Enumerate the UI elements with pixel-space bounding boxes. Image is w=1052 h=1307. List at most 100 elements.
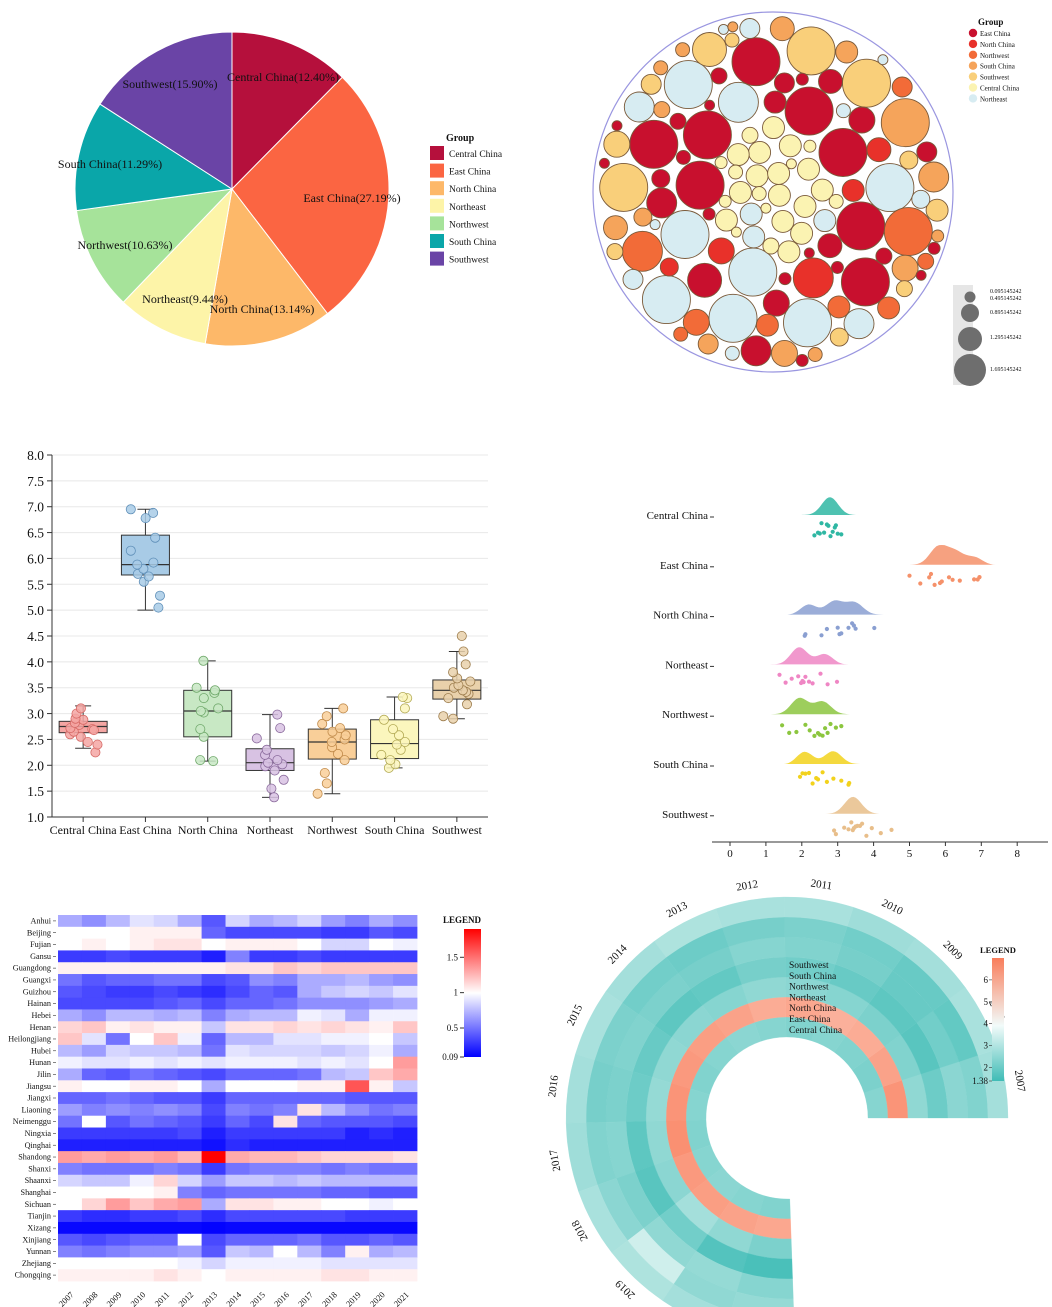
rain-point: [789, 676, 794, 681]
bubble: [742, 225, 766, 249]
heatmap-cell: [153, 938, 179, 951]
heatmap-cell: [58, 1210, 83, 1223]
bubble: [880, 98, 930, 148]
heatmap-cell: [369, 1162, 394, 1176]
heatmap-cell: [249, 985, 274, 999]
heatmap-cell: [81, 1269, 107, 1282]
heatmap-cell: [273, 1103, 298, 1117]
heatmap-cell: [201, 926, 226, 940]
box-point: [448, 667, 459, 678]
heatmap-cell: [129, 1174, 155, 1187]
heatmap-cell: [129, 1009, 155, 1022]
bubble: [830, 261, 844, 274]
x-tick-label: Southwest: [432, 823, 483, 837]
heatmap-col-label: 2017: [296, 1290, 315, 1307]
size-legend-circle: [961, 304, 979, 322]
bubble: [865, 163, 915, 213]
heatmap-cell: [321, 1245, 346, 1258]
heatmap-cell: [81, 1162, 107, 1176]
heatmap-cell: [201, 985, 226, 999]
heatmap-cell: [225, 1210, 250, 1223]
size-legend-circle: [954, 354, 986, 386]
heatmap-cell: [177, 1221, 202, 1235]
rain-point: [812, 733, 817, 739]
heatmap-cell: [249, 1009, 274, 1022]
heatmap-cell: [225, 1233, 250, 1246]
heatmap-cell: [58, 1009, 83, 1022]
ring-cell: [758, 1195, 791, 1220]
heatmap-cell: [105, 1056, 131, 1069]
pie-legend-swatch: [430, 234, 444, 248]
heatmap-cell: [129, 1115, 155, 1128]
bubble: [911, 189, 931, 209]
heatmap-cell: [177, 997, 202, 1010]
heatmap-cell: [129, 1233, 155, 1246]
bubble: [598, 157, 610, 169]
heatmap-cell: [153, 1245, 179, 1258]
pie-slice-label: East China(27.19%): [303, 191, 400, 205]
heatmap-row-label: Guizhou: [23, 987, 51, 996]
x-tick-label: 8: [1014, 848, 1020, 860]
heatmap-cell: [297, 1115, 322, 1128]
heatmap-cell: [297, 938, 322, 951]
rain-point: [806, 770, 812, 776]
heatmap-cell: [81, 1009, 107, 1022]
heatmap-cell: [153, 1174, 179, 1187]
heatmap-cell: [201, 1127, 226, 1140]
bubble: [841, 178, 865, 202]
heatmap-row-label: Liaoning: [21, 1105, 51, 1114]
heatmap-row-label: Hebei: [31, 1011, 51, 1020]
bubble: [769, 16, 795, 42]
heatmap-cell: [201, 1139, 226, 1152]
heatmap-cell: [177, 1092, 202, 1105]
heatmap-row-label: Beijing: [27, 928, 51, 937]
heatmap-cell: [297, 1068, 322, 1081]
heatmap-row-label: Sichuan: [25, 1200, 51, 1209]
heatmap-cell: [273, 1151, 298, 1164]
legend-tick-label: 2: [984, 1062, 989, 1072]
heatmap-cell: [273, 1221, 298, 1235]
heatmap-cell: [129, 1127, 155, 1140]
heatmap-cell: [321, 1115, 346, 1128]
bubble: [813, 209, 837, 233]
bubble: [728, 247, 778, 297]
pie-slice-north-china: [204, 187, 329, 347]
heatmap-cell: [58, 1162, 83, 1176]
heatmap-cell: [297, 1021, 322, 1034]
heatmap-cell: [153, 1092, 179, 1105]
size-legend-label: 1.695145242: [990, 367, 1022, 373]
heatmap-cell: [297, 1269, 322, 1282]
legend-tick-label: 1: [454, 988, 459, 998]
heatmap-cell: [345, 1080, 370, 1093]
heatmap-cell: [201, 1044, 226, 1058]
heatmap-cell: [58, 985, 83, 999]
rain-point: [832, 828, 837, 833]
bubble: [629, 119, 679, 169]
bubble: [611, 120, 623, 132]
heatmap-cell: [273, 1174, 298, 1187]
heatmap-cell: [393, 1257, 418, 1270]
pie-legend-swatch: [430, 216, 444, 231]
bubble: [653, 60, 669, 76]
heatmap-cell: [393, 1033, 418, 1046]
box-point: [272, 709, 283, 720]
heatmap-cell: [129, 1080, 155, 1093]
bubble: [899, 150, 919, 170]
rain-point: [822, 530, 827, 535]
box-point: [465, 676, 476, 687]
heatmap-cell: [393, 1056, 418, 1069]
heatmap-cell: [81, 974, 107, 987]
y-tick-label: 3.0: [27, 707, 44, 722]
heatmap-cell: [297, 1080, 322, 1093]
rain-point: [839, 724, 844, 729]
rain-point: [847, 780, 852, 786]
box-plot-chart: 1.0 1.5 2.0 2.5 3.0 3.5 4.0 4.5 5.0 5.5 6.0 6.5 7.0 7…: [27, 448, 488, 837]
heatmap-cell: [225, 1269, 250, 1282]
heatmap-cell: [201, 915, 226, 928]
heatmap-cell: [81, 1245, 107, 1258]
heatmap-cell: [58, 997, 83, 1010]
legend-tick-label: 1.38: [972, 1076, 988, 1086]
rain-point: [783, 680, 788, 685]
heatmap-cell: [129, 1245, 155, 1258]
heatmap-cell: [273, 1233, 298, 1246]
